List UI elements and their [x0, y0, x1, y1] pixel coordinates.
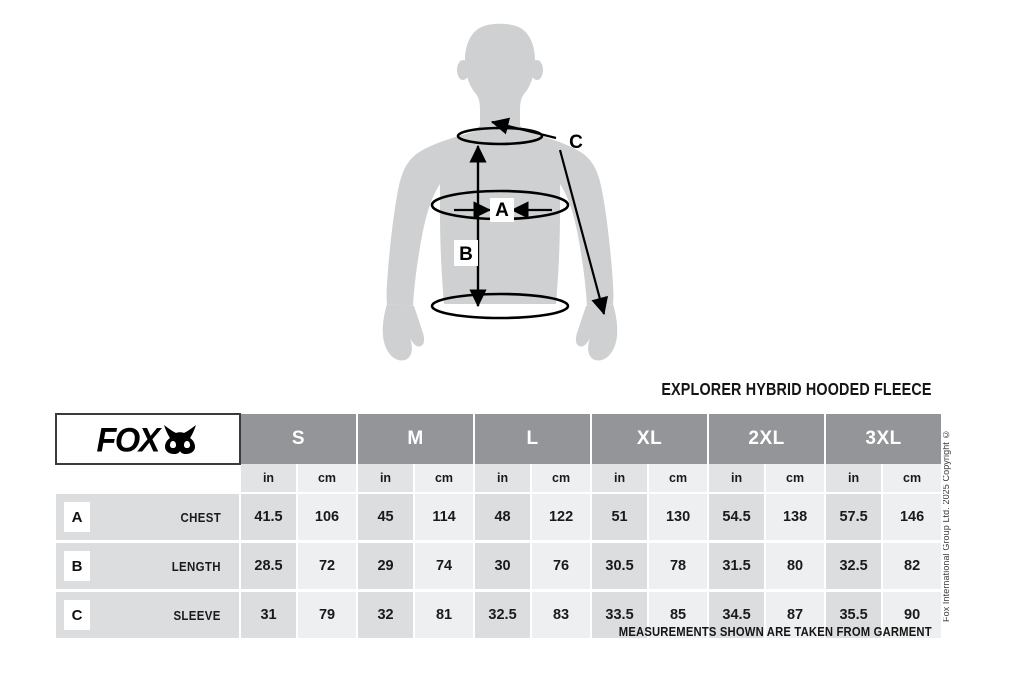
- row-name-length: LENGTH: [98, 541, 242, 592]
- size-header-2xl: 2XL: [708, 414, 827, 464]
- marker-label-b-text: B: [459, 244, 473, 265]
- row-name-chest: CHEST: [98, 493, 242, 543]
- cell-chest-2xl-cm: 138: [765, 493, 827, 543]
- cell-chest-s-cm: 106: [297, 493, 359, 543]
- cell-length-3xl-in: 32.5: [825, 541, 884, 592]
- row-name-length-text: LENGTH: [171, 558, 222, 574]
- table-row: C SLEEVE 31 79 32 81 32.5 83 33.5 85 34.…: [56, 590, 944, 641]
- marker-label-c-text: C: [569, 132, 583, 153]
- size-header-xl: XL: [591, 414, 710, 464]
- cell-chest-3xl-cm: 146: [882, 493, 944, 543]
- cell-sleeve-2xl-in: 34.5: [708, 590, 767, 641]
- size-header-l: L: [474, 414, 593, 464]
- cell-sleeve-xl-cm: 85: [648, 590, 710, 641]
- unit-header-l-cm: cm: [531, 464, 593, 494]
- cell-length-3xl-cm: 82: [882, 541, 944, 592]
- table-row: A CHEST 41.5 106 45 114 48 122 51 130 54…: [56, 493, 944, 543]
- cell-length-m-in: 29: [357, 541, 416, 592]
- cell-sleeve-s-in: 31: [240, 590, 299, 641]
- marker-label-a-text: A: [495, 200, 509, 221]
- marker-c-arrow: [490, 117, 609, 316]
- cell-chest-2xl-in: 54.5: [708, 493, 767, 543]
- cell-chest-l-in: 48: [474, 493, 533, 543]
- cell-length-m-cm: 74: [414, 541, 476, 592]
- unit-header-3xl-in: in: [825, 464, 884, 494]
- page-title: EXPLORER HYBRID HOODED FLEECE: [661, 379, 932, 399]
- cell-chest-m-cm: 114: [414, 493, 476, 543]
- unit-header-xl-cm: cm: [648, 464, 710, 494]
- row-letter-a-box: A: [64, 502, 90, 532]
- row-name-sleeve: SLEEVE: [98, 590, 242, 641]
- unit-header-s-in: in: [240, 464, 299, 494]
- cell-sleeve-3xl-cm: 90: [882, 590, 944, 641]
- cell-chest-m-in: 45: [357, 493, 416, 543]
- cell-sleeve-l-in: 32.5: [474, 590, 533, 641]
- cell-chest-s-in: 41.5: [240, 493, 299, 543]
- cell-sleeve-2xl-cm: 87: [765, 590, 827, 641]
- cell-chest-xl-cm: 130: [648, 493, 710, 543]
- cell-sleeve-3xl-in: 35.5: [825, 590, 884, 641]
- cell-length-2xl-in: 31.5: [708, 541, 767, 592]
- unit-header-xl-in: in: [591, 464, 650, 494]
- unit-header-m-cm: cm: [414, 464, 476, 494]
- cell-length-xl-cm: 78: [648, 541, 710, 592]
- cell-length-xl-in: 30.5: [591, 541, 650, 592]
- torso-figure-svg: A B C: [382, 23, 618, 361]
- hem-ellipse: [430, 292, 570, 320]
- size-header-m: M: [357, 414, 476, 464]
- table-size-header-row: FOX S M L XL 2XL 3XL: [54, 413, 944, 465]
- size-chart-table: FOX S M L XL 2XL 3XL in cm in cm in cm: [54, 413, 944, 641]
- row-name-chest-text: CHEST: [180, 509, 222, 525]
- marker-label-a: A: [490, 198, 514, 222]
- row-name-sleeve-text: SLEEVE: [173, 607, 222, 623]
- marker-label-c: C: [569, 132, 583, 153]
- unit-header-spacer: [56, 464, 242, 494]
- cell-length-s-cm: 72: [297, 541, 359, 592]
- table-unit-header-row: in cm in cm in cm in cm in cm in cm: [56, 464, 944, 494]
- cell-length-s-in: 28.5: [240, 541, 299, 592]
- measurement-diagram: A B C: [382, 23, 618, 361]
- row-letter-b: B: [56, 541, 98, 592]
- cell-chest-3xl-in: 57.5: [825, 493, 884, 543]
- fox-head-icon: [164, 425, 197, 454]
- footer-note: MEASUREMENTS SHOWN ARE TAKEN FROM GARMEN…: [618, 625, 932, 639]
- size-header-3xl: 3XL: [825, 414, 944, 464]
- unit-header-2xl-in: in: [708, 464, 767, 494]
- cell-sleeve-m-cm: 81: [414, 590, 476, 641]
- size-header-s: S: [240, 414, 359, 464]
- unit-header-2xl-cm: cm: [765, 464, 827, 494]
- cell-sleeve-l-cm: 83: [531, 590, 593, 641]
- cell-length-2xl-cm: 80: [765, 541, 827, 592]
- brand-logo-cell: FOX: [54, 413, 242, 465]
- cell-length-l-in: 30: [474, 541, 533, 592]
- table-row: B LENGTH 28.5 72 29 74 30 76 30.5 78 31.…: [56, 541, 944, 592]
- unit-header-m-in: in: [357, 464, 416, 494]
- unit-header-s-cm: cm: [297, 464, 359, 494]
- cell-sleeve-s-cm: 79: [297, 590, 359, 641]
- unit-header-3xl-cm: cm: [882, 464, 944, 494]
- row-letter-c-box: C: [64, 600, 90, 630]
- row-letter-a: A: [56, 493, 98, 543]
- unit-header-l-in: in: [474, 464, 533, 494]
- cell-chest-l-cm: 122: [531, 493, 593, 543]
- cell-length-l-cm: 76: [531, 541, 593, 592]
- cell-chest-xl-in: 51: [591, 493, 650, 543]
- marker-label-b: B: [454, 240, 478, 266]
- row-letter-b-box: B: [64, 551, 90, 581]
- cell-sleeve-xl-in: 33.5: [591, 590, 650, 641]
- row-letter-c: C: [56, 590, 98, 641]
- brand-wordmark: FOX: [96, 419, 160, 459]
- cell-sleeve-m-in: 32: [357, 590, 416, 641]
